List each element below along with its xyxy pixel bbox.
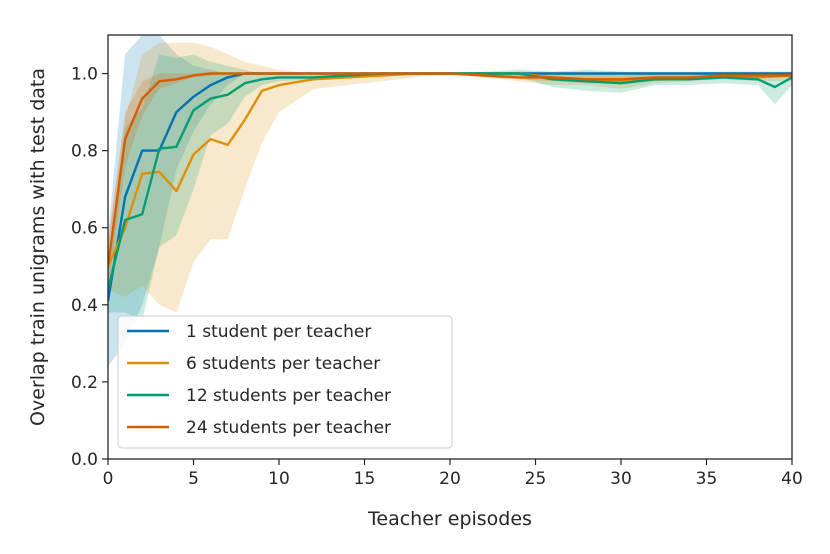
legend-label-series-3: 12 students per teacher — [186, 386, 391, 406]
x-tick-label: 10 — [268, 469, 290, 489]
x-tick-label: 20 — [439, 469, 461, 489]
legend-label-series-4: 24 students per teacher — [186, 418, 391, 438]
line-series-4 — [108, 72, 792, 267]
band-series-1 — [108, 35, 792, 367]
confidence-bands — [108, 35, 792, 367]
x-tick-label: 15 — [354, 469, 376, 489]
legend: 1 student per teacher 6 students per teac… — [117, 315, 453, 449]
legend-label-series-1: 1 student per teacher — [186, 322, 371, 342]
y-tick-label: 0.8 — [71, 142, 98, 162]
series-lines — [108, 72, 792, 302]
y-tick-label: 0.0 — [71, 450, 98, 470]
y-tick-label: 0.4 — [71, 296, 98, 316]
y-tick-label: 0.6 — [71, 219, 98, 239]
y-tick-label: 1.0 — [71, 65, 98, 85]
y-axis-ticks: 0.0 0.2 0.4 0.6 0.8 1.0 — [71, 65, 108, 470]
x-tick-label: 25 — [525, 469, 547, 489]
x-axis-ticks: 0 5 10 15 20 25 30 35 40 — [103, 459, 803, 489]
band-series-2 — [108, 42, 792, 313]
y-axis-label: Overlap train unigrams with test data — [27, 68, 49, 426]
x-tick-label: 0 — [103, 469, 114, 489]
x-axis-label: Teacher episodes — [367, 508, 532, 530]
y-tick-label: 0.2 — [71, 373, 98, 393]
x-tick-label: 5 — [188, 469, 199, 489]
x-tick-label: 30 — [610, 469, 632, 489]
x-tick-label: 40 — [781, 469, 803, 489]
legend-box — [117, 315, 453, 449]
legend-label-series-2: 6 students per teacher — [186, 354, 380, 374]
x-tick-label: 35 — [696, 469, 718, 489]
band-series-3 — [108, 54, 792, 321]
